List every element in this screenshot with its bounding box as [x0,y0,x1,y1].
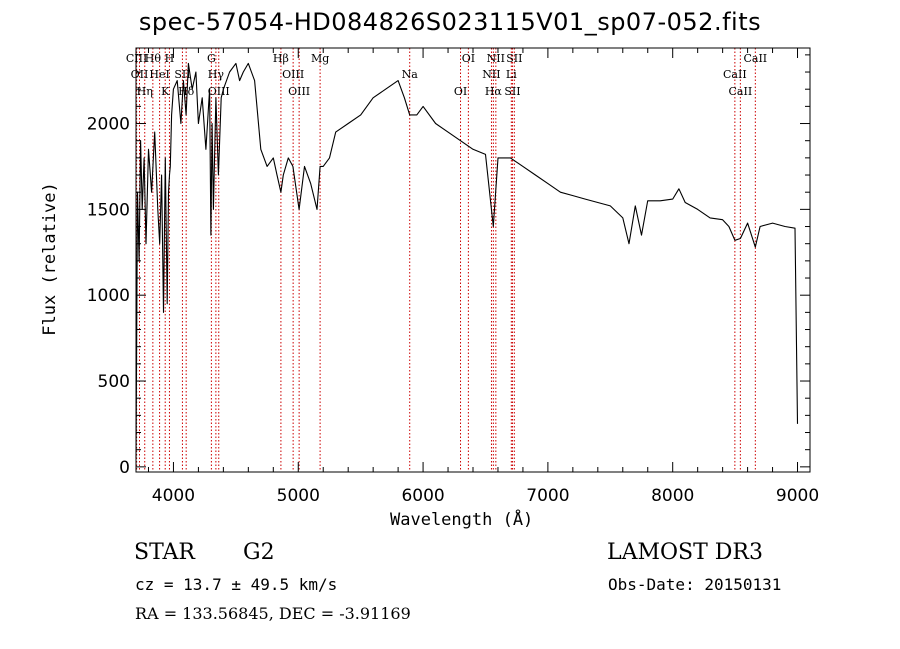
plot-frame [135,47,811,473]
obs-date-text: Obs-Date: 20150131 [608,575,782,594]
y-tick-label: 2000 [87,115,130,135]
marker-label: Hγ [208,68,225,81]
chart-title: spec-57054-HD084826S023115V01_sp07-052.f… [138,8,762,36]
y-axis: 0 500 1000 1500 2000 [87,54,810,478]
y-axis-label: Flux (relative) [40,182,60,336]
marker-label: HeI [149,68,169,81]
y-tick-label: 0 [119,458,130,478]
marker-label: H [165,52,175,65]
y-tick-label: 1000 [87,286,130,306]
redshift-text: cz = 13.7 ± 49.5 km/s [135,575,338,594]
marker-label: Hβ [273,52,289,65]
x-tick-label: 9000 [776,486,819,506]
x-tick-label: 7000 [526,486,569,506]
marker-label: CaII [723,68,747,81]
marker-label: CaII [729,85,753,98]
marker-labels: CIIIOIIHηHθHeIKHSIIHδGHγOIIIHβOIIIOIIIMg… [126,52,767,98]
marker-label: Na [402,68,419,81]
x-tick-label: 6000 [401,486,444,506]
marker-label: Hη [137,85,153,98]
spectrum-line [135,62,799,459]
marker-label: Hθ [145,52,162,65]
marker-label: Hα [485,85,503,98]
marker-label: NII [482,68,500,81]
marker-label: NII [487,52,505,65]
marker-label: OIII [208,85,230,98]
marker-label: CIII [126,52,147,65]
marker-label: Li [506,68,517,81]
marker-label: Mg [311,52,329,65]
object-class: STAR [134,540,195,565]
x-tick-label: 5000 [277,486,320,506]
x-tick-label: 4000 [152,486,195,506]
marker-label: OI [454,85,467,98]
spectral-subclass: G2 [243,540,275,565]
marker-label: K [161,85,170,98]
marker-label: SII [504,85,520,98]
marker-label: CaII [743,52,767,65]
x-axis: 4000 5000 6000 7000 8000 9000 [147,48,819,506]
marker-label: SII [506,52,522,65]
marker-label: OII [131,68,149,81]
x-axis-label: Wavelength (Å) [390,510,534,530]
marker-label: OI [462,52,475,65]
coordinates-text: RA = 133.56845, DEC = -3.91169 [135,604,411,623]
survey-name: LAMOST DR3 [607,540,763,565]
y-tick-label: 1500 [87,200,130,220]
line-markers [136,48,756,472]
marker-label: SII [174,68,190,81]
marker-label: OIII [282,68,304,81]
y-tick-label: 500 [98,372,130,392]
marker-label: OIII [288,85,310,98]
x-tick-label: 8000 [651,486,694,506]
marker-label: G [207,52,216,65]
